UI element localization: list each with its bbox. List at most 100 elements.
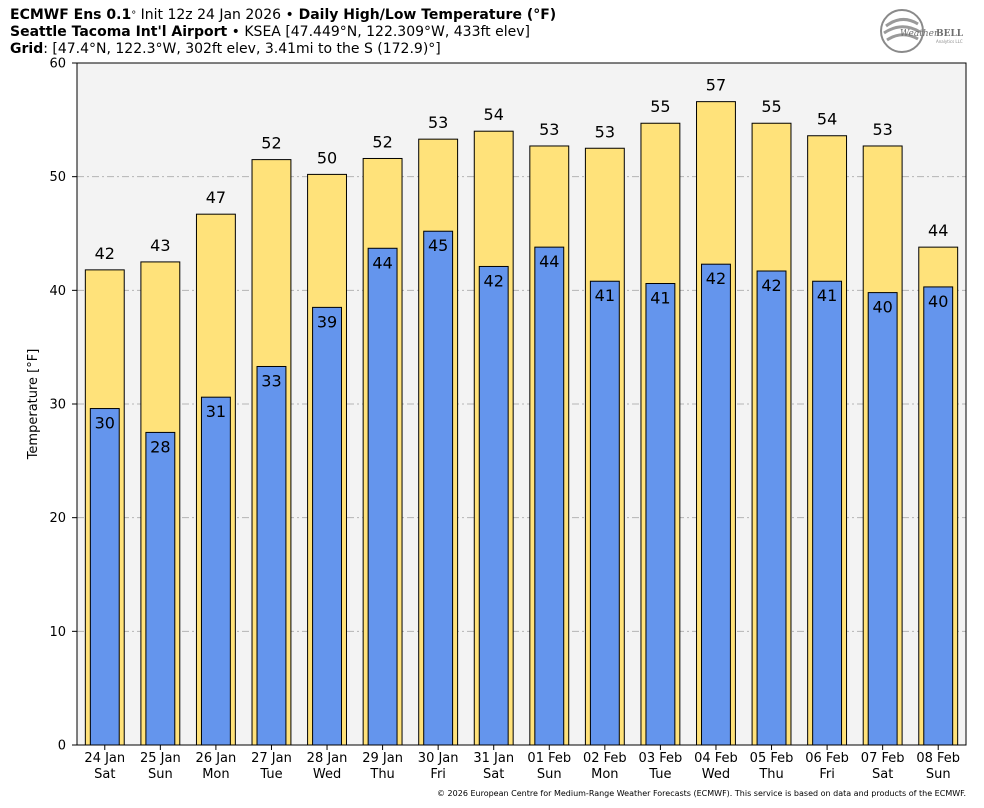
station-name: Seattle Tacoma Int'l Airport [10, 24, 228, 40]
y-tick-label: 60 [49, 57, 66, 72]
x-tick-label-weekday: Fri [430, 767, 446, 782]
station-bullet: • [227, 24, 245, 40]
low-temp-label: 45 [428, 236, 448, 255]
x-tick-label-date: 24 Jan [84, 751, 125, 766]
copyright-footer: © 2026 European Centre for Medium-Range … [437, 789, 966, 798]
high-temp-label: 54 [817, 110, 837, 129]
product-name: Daily High/Low Temperature (°F) [293, 7, 557, 23]
y-tick-label: 50 [49, 170, 66, 185]
high-temp-label: 47 [206, 188, 226, 207]
x-tick-label-weekday: Thu [369, 767, 394, 782]
low-temp-bar [312, 306, 342, 746]
weatherbell-logo: Weather BELL Analytics LLC [878, 6, 968, 56]
weatherbell-globe-icon: Weather BELL Analytics LLC [880, 9, 964, 53]
low-temp-bar [923, 286, 954, 746]
low-temp-bar [645, 283, 676, 746]
x-tick-label-date: 04 Feb [694, 751, 738, 766]
low-temp-label: 31 [206, 402, 226, 421]
low-temp-bar [478, 265, 509, 746]
title-bullet: • [285, 7, 294, 23]
x-tick-label-date: 01 Feb [527, 751, 571, 766]
high-temp-label: 53 [595, 122, 615, 141]
low-temp-label: 41 [650, 289, 670, 308]
plot-area: 0 10 20 30 40 50 60 Temperature [°F] 42 30 24 Jan S… [26, 57, 967, 782]
high-temp-label: 42 [95, 244, 115, 263]
x-tick-label-date: 25 Jan [140, 751, 181, 766]
low-temp-bar [589, 280, 620, 746]
logo-subtext: Analytics LLC [936, 39, 963, 44]
x-tick-label-date: 07 Feb [861, 751, 905, 766]
x-tick-label-weekday: Sun [148, 767, 173, 782]
x-tick-label-date: 05 Feb [750, 751, 794, 766]
low-temp-label: 39 [317, 312, 337, 331]
x-tick-label-date: 08 Feb [916, 751, 960, 766]
high-temp-label: 53 [539, 120, 559, 139]
plot-frame [76, 62, 967, 746]
x-tick-label-date: 06 Feb [805, 751, 849, 766]
grid-details: : [47.4°N, 122.3°W, 302ft elev, 3.41mi t… [43, 41, 441, 57]
title-line-1: ECMWF Ens 0.1° Init 12z 24 Jan 2026 • Da… [10, 7, 556, 24]
grid-label: Grid [10, 41, 44, 57]
x-tick-label-date: 27 Jan [251, 751, 292, 766]
x-tick-label-weekday: Sat [872, 767, 893, 782]
x-tick-label-weekday: Fri [819, 767, 835, 782]
x-tick-label-weekday: Sat [483, 767, 504, 782]
low-temp-bar [756, 270, 787, 746]
x-tick-label-weekday: Wed [702, 767, 730, 782]
x-tick-label-date: 28 Jan [307, 751, 348, 766]
low-temp-bar [89, 408, 120, 746]
y-tick-label: 40 [49, 284, 66, 299]
x-tick-label-weekday: Sun [537, 767, 562, 782]
high-temp-label: 53 [872, 120, 892, 139]
low-temp-bar [423, 230, 454, 746]
high-temp-label: 50 [317, 148, 337, 167]
y-tick-label: 10 [49, 625, 66, 640]
low-temp-label: 28 [150, 437, 170, 456]
logo-text-bell: BELL [936, 29, 964, 39]
title-line-2: Seattle Tacoma Int'l Airport • KSEA [47.… [10, 24, 530, 41]
high-temp-label: 52 [261, 134, 281, 153]
title-line-3: Grid: [47.4°N, 122.3°W, 302ft elev, 3.41… [10, 41, 441, 58]
y-tick-label: 20 [49, 511, 66, 526]
model-degree: ° [131, 10, 137, 21]
y-tick-label: 0 [58, 739, 66, 754]
low-temp-bar [867, 292, 898, 746]
low-temp-label: 42 [706, 269, 726, 288]
high-temp-label: 53 [428, 113, 448, 132]
high-temp-label: 43 [150, 236, 170, 255]
model-name: ECMWF Ens 0.1 [10, 7, 132, 23]
x-tick-label-date: 31 Jan [473, 751, 514, 766]
low-temp-label: 40 [928, 292, 948, 311]
x-tick-label-weekday: Mon [591, 767, 618, 782]
high-temp-label: 44 [928, 221, 948, 240]
x-tick-label-date: 26 Jan [196, 751, 237, 766]
low-temp-bar [367, 247, 398, 746]
low-temp-label: 44 [539, 252, 559, 271]
low-temp-label: 30 [95, 414, 115, 433]
init-time: Init 12z 24 Jan 2026 [136, 7, 286, 23]
low-temp-bar [145, 431, 176, 746]
x-tick-label-date: 29 Jan [362, 751, 403, 766]
low-temp-bar [256, 365, 287, 746]
x-tick-label-weekday: Tue [259, 767, 282, 782]
x-tick-label-weekday: Tue [648, 767, 671, 782]
x-tick-label-date: 30 Jan [418, 751, 459, 766]
low-temp-label: 33 [261, 371, 281, 390]
y-tick-label: 30 [49, 398, 66, 413]
x-tick-label-weekday: Sun [926, 767, 951, 782]
low-temp-label: 42 [484, 271, 504, 290]
y-axis-label: Temperature [°F] [26, 349, 41, 461]
x-tick-label-weekday: Thu [758, 767, 783, 782]
low-temp-label: 41 [595, 286, 615, 305]
low-temp-label: 44 [372, 253, 392, 272]
x-tick-label-date: 03 Feb [639, 751, 683, 766]
low-temp-label: 41 [817, 286, 837, 305]
low-temp-label: 40 [872, 298, 892, 317]
high-temp-label: 54 [484, 105, 504, 124]
high-temp-label: 57 [706, 76, 726, 95]
high-temp-label: 55 [650, 97, 670, 116]
low-temp-bar [812, 280, 843, 746]
high-temp-label: 52 [372, 132, 392, 151]
low-temp-bar [200, 396, 231, 746]
low-temp-label: 42 [761, 276, 781, 295]
